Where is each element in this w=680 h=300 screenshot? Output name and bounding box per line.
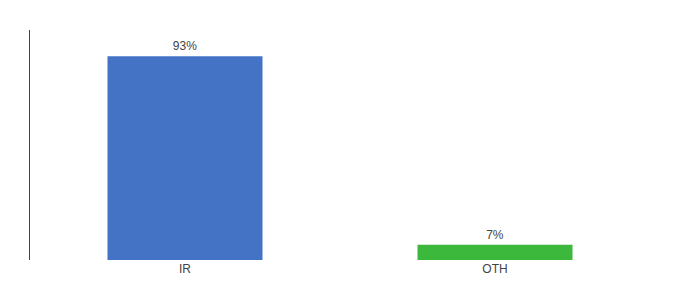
svg-text:OTH: OTH [482, 262, 507, 276]
svg-text:IR: IR [179, 262, 191, 276]
svg-text:7%: 7% [486, 228, 504, 242]
svg-text:93%: 93% [173, 39, 197, 53]
